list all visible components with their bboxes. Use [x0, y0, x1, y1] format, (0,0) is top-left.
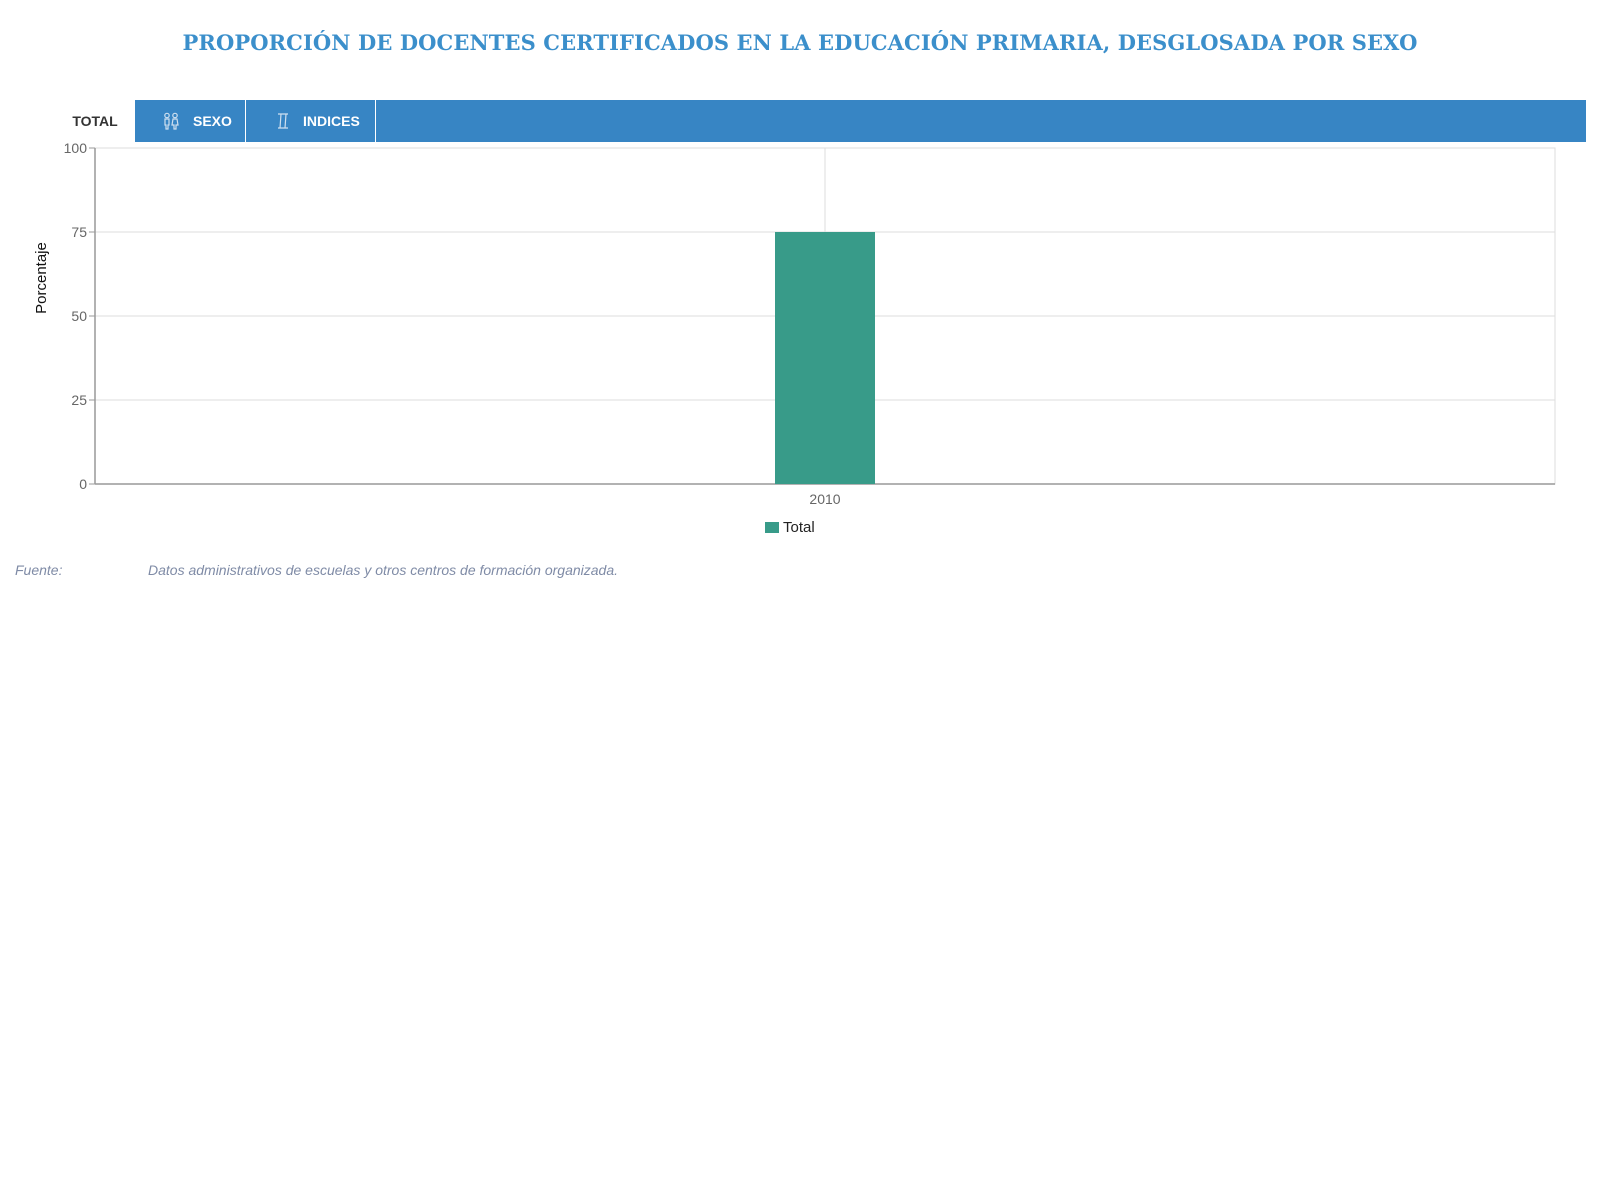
legend-swatch-total	[765, 522, 779, 533]
tab-total[interactable]: TOTAL	[55, 100, 135, 142]
tab-indices-label: INDICES	[303, 113, 360, 129]
tab-total-label: TOTAL	[72, 113, 118, 129]
index-icon	[276, 112, 290, 130]
source-text: Datos administrativos de escuelas y otro…	[148, 562, 619, 578]
tab-indices[interactable]: INDICES	[246, 100, 376, 142]
tab-sexo[interactable]: SEXO	[135, 100, 246, 142]
y-tick-label: 0	[79, 476, 87, 492]
gender-icon	[162, 112, 180, 130]
y-tick-label: 75	[71, 224, 87, 240]
y-axis-label: Porcentaje	[33, 242, 50, 314]
source-label: Fuente:	[15, 562, 63, 578]
y-tick-label: 25	[71, 392, 87, 408]
y-tick-label: 100	[64, 140, 88, 156]
legend-label-total: Total	[783, 519, 815, 536]
y-tick-label: 50	[71, 308, 87, 324]
tab-sexo-label: SEXO	[193, 113, 232, 129]
tab-bar: TOTAL SEXO INDICES	[55, 100, 1586, 142]
page-title: PROPORCIÓN DE DOCENTES CERTIFICADOS EN L…	[182, 30, 1418, 55]
x-tick-label: 2010	[809, 491, 840, 507]
bar-chart: 0 25 50 75 100 Porcentaje 2010 Total	[33, 140, 1556, 536]
bar-total-2010	[775, 232, 875, 484]
